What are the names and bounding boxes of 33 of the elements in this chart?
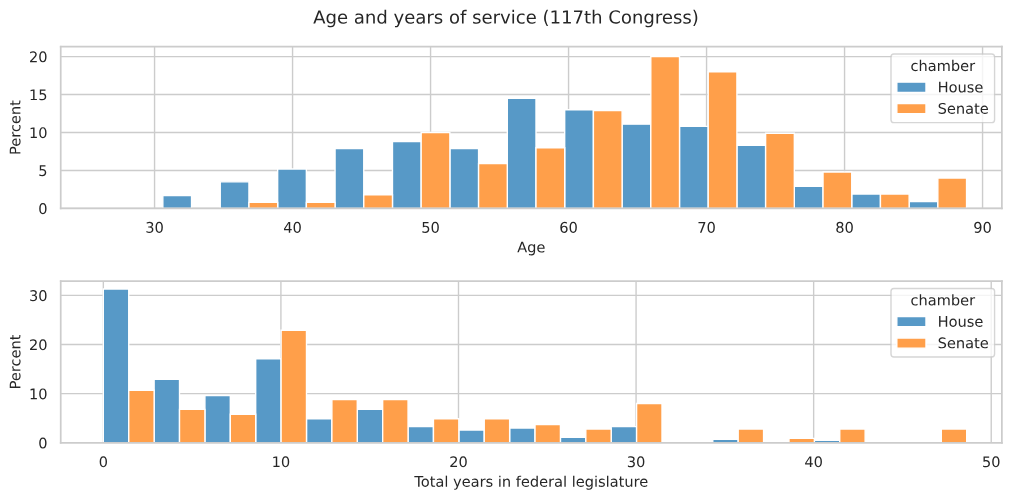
legend-title: chamber (911, 59, 976, 72)
chart-title: Age and years of service (117th Congress) (313, 9, 698, 28)
y-tick-label: 15 (30, 89, 47, 101)
y-tick-label: 5 (39, 165, 47, 177)
x-tick-label: 60 (560, 221, 577, 233)
x-tick-label: 90 (974, 221, 991, 233)
x-tick-label: 0 (99, 456, 108, 468)
x-axis-title: Total years in federal legislature (414, 475, 648, 490)
x-tick-label: 40 (283, 221, 301, 233)
legend-title: chamber (911, 294, 976, 306)
y-axis-title: Percent (9, 100, 21, 154)
x-axis-title: Age (517, 241, 545, 256)
legend-label: House (939, 316, 983, 327)
y-tick-label: 30 (30, 290, 47, 302)
x-tick-label: 30 (146, 221, 163, 233)
legend-label: Senate (938, 102, 988, 114)
legend-label: Senate (938, 337, 988, 349)
y-tick-label: 10 (30, 388, 47, 400)
x-tick-label: 50 (983, 456, 1000, 468)
x-tick-label: 20 (450, 456, 467, 468)
y-tick-label: 20 (30, 51, 47, 63)
legend-label: House (939, 81, 983, 93)
x-tick-label: 80 (836, 221, 853, 233)
y-tick-label: 20 (30, 339, 47, 351)
y-axis-title: Percent (9, 334, 21, 388)
x-tick-label: 10 (273, 456, 290, 468)
x-tick-label: 40 (805, 456, 822, 468)
x-tick-label: 70 (698, 221, 715, 233)
y-tick-label: 0 (39, 203, 47, 215)
y-tick-label: 0 (39, 437, 47, 449)
x-tick-label: 50 (422, 221, 439, 233)
x-tick-label: 30 (627, 456, 645, 468)
y-tick-label: 10 (30, 127, 47, 139)
